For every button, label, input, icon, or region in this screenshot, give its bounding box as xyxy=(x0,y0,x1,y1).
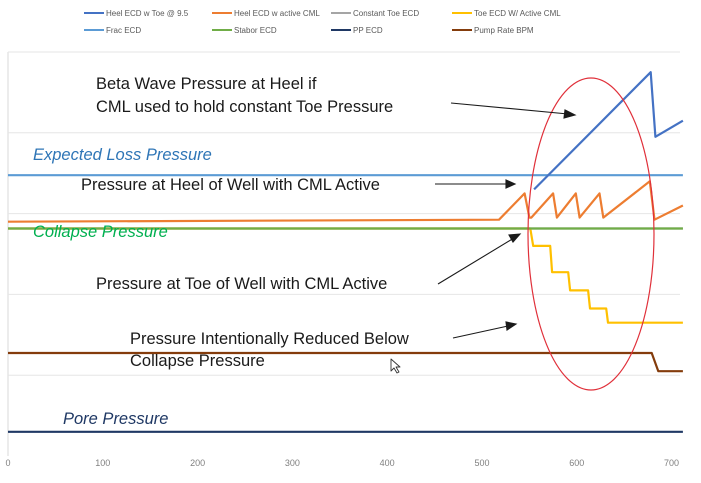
arrowhead-beta-wave xyxy=(563,109,577,119)
x-tick-label: 200 xyxy=(190,458,205,468)
legend-label: Stabor ECD xyxy=(234,26,277,35)
legend-item: Toe ECD W/ Active CML xyxy=(452,9,561,18)
legend-item: PP ECD xyxy=(331,26,383,35)
legend-label: Heel ECD w active CML xyxy=(234,9,320,18)
x-tick-label: 600 xyxy=(569,458,584,468)
arrow-intentional-reduction xyxy=(452,325,509,339)
highlight-ellipse xyxy=(527,77,655,391)
x-tick-label: 300 xyxy=(285,458,300,468)
x-tick-label: 500 xyxy=(474,458,489,468)
legend-label: Toe ECD W/ Active CML xyxy=(474,9,561,18)
legend-item: Heel ECD w active CML xyxy=(212,9,320,18)
annotation-intentional-reduction-line2: Collapse Pressure xyxy=(130,352,265,370)
legend-label: Pump Rate BPM xyxy=(474,26,534,35)
arrowhead-intentional-reduction xyxy=(505,321,518,331)
x-tick-label: 400 xyxy=(380,458,395,468)
x-tick-label: 100 xyxy=(95,458,110,468)
label-collapse-pressure: Collapse Pressure xyxy=(33,223,168,241)
legend-label: Heel ECD w Toe @ 9.5 xyxy=(106,9,189,18)
series-line-heel-ecd-w-toe-9-5 xyxy=(533,71,684,191)
x-tick-label: 700 xyxy=(664,458,679,468)
mouse-cursor-shape xyxy=(390,358,401,374)
annotation-heel-pressure: Pressure at Heel of Well with CML Active xyxy=(81,176,380,194)
legend-label: Constant Toe ECD xyxy=(353,9,419,18)
series-line-toe-ecd-w-active-cml xyxy=(8,227,683,324)
series-layer xyxy=(7,71,684,433)
x-tick-label: 0 xyxy=(5,458,10,468)
annotation-intentional-reduction-line1: Pressure Intentionally Reduced Below xyxy=(130,330,409,348)
legend-item: Pump Rate BPM xyxy=(452,26,534,35)
annotation-beta-wave-line1: Beta Wave Pressure at Heel if xyxy=(96,75,317,93)
annotation-beta-wave-line2: CML used to hold constant Toe Pressure xyxy=(96,98,393,116)
legend-label: Frac ECD xyxy=(106,26,141,35)
legend: Heel ECD w Toe @ 9.5 Heel ECD w active C… xyxy=(84,9,561,35)
annotation-toe-pressure: Pressure at Toe of Well with CML Active xyxy=(96,275,387,293)
label-pore-pressure: Pore Pressure xyxy=(63,410,168,428)
legend-item: Stabor ECD xyxy=(212,26,277,35)
x-axis-ticks: 0 100 200 300 400 500 600 700 xyxy=(5,458,679,468)
series-line-pump-rate-bpm xyxy=(8,351,683,373)
annotation-arrows xyxy=(435,102,577,339)
mouse-cursor-icon xyxy=(390,358,401,374)
arrow-toe-pressure xyxy=(437,237,515,285)
arrowhead-heel-pressure xyxy=(505,179,517,189)
arrowhead-toe-pressure xyxy=(508,233,522,243)
legend-item: Frac ECD xyxy=(84,26,141,35)
series-line-heel-ecd-w-active-cml xyxy=(7,180,684,223)
arrow-beta-wave xyxy=(450,102,569,115)
legend-item: Constant Toe ECD xyxy=(331,9,419,18)
label-expected-loss-pressure: Expected Loss Pressure xyxy=(33,146,212,164)
gridlines xyxy=(8,51,680,376)
legend-label: PP ECD xyxy=(353,26,383,35)
legend-item: Heel ECD w Toe @ 9.5 xyxy=(84,9,189,18)
